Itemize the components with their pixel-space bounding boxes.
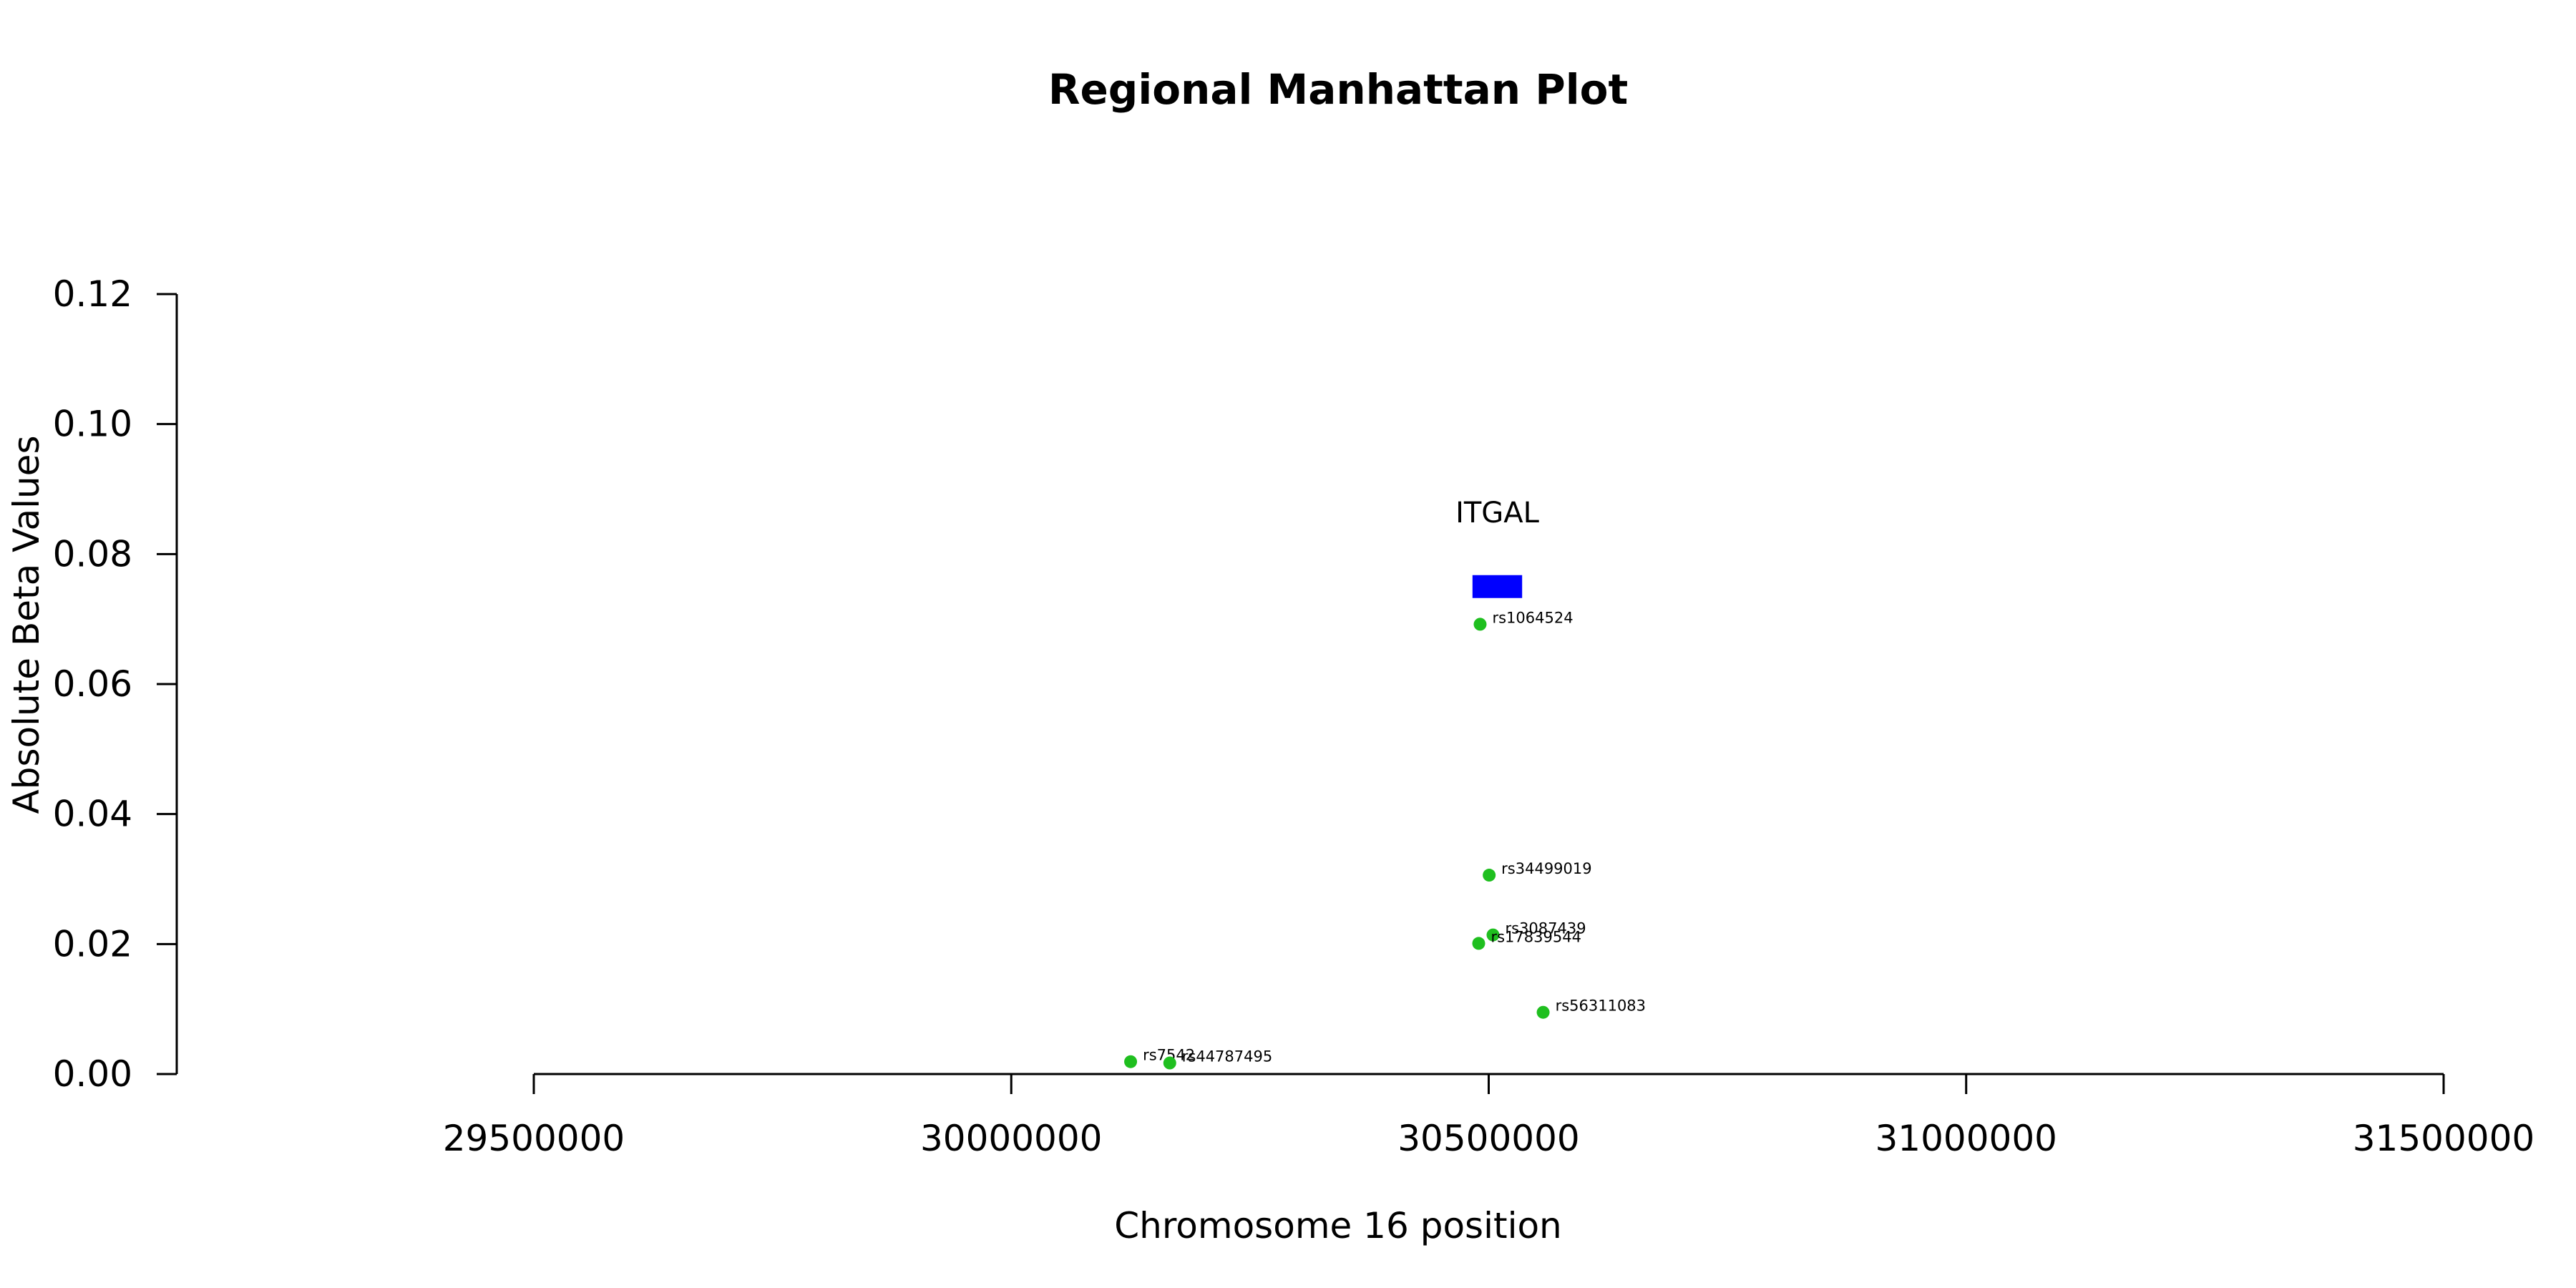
data-point bbox=[1486, 928, 1500, 942]
data-point bbox=[1536, 1005, 1550, 1019]
gene-track: ITGAL bbox=[1455, 497, 1540, 598]
x-tick-label: 30000000 bbox=[920, 1118, 1103, 1159]
data-point bbox=[1472, 937, 1485, 950]
point-label: rs34499019 bbox=[1501, 860, 1591, 877]
point-label: rs1064524 bbox=[1492, 609, 1573, 626]
x-tick-label: 30500000 bbox=[1397, 1118, 1580, 1159]
point-label: rs17839544 bbox=[1491, 928, 1581, 945]
y-tick-label: 0.12 bbox=[53, 273, 132, 315]
x-axis-label: Chromosome 16 position bbox=[1114, 1205, 1562, 1246]
y-tick-label: 0.10 bbox=[53, 404, 132, 445]
x-tick-label: 31000000 bbox=[1875, 1118, 2058, 1159]
point-label: rs56311083 bbox=[1556, 997, 1646, 1015]
y-tick-label: 0.06 bbox=[53, 663, 132, 705]
point-label: rs3087439 bbox=[1506, 920, 1586, 937]
x-axis-ticks: 29500000 30000000 30500000 31000000 31500000 bbox=[443, 1074, 2535, 1159]
data-point bbox=[1483, 869, 1496, 882]
y-axis-label: Absolute Beta Values bbox=[6, 436, 47, 814]
y-axis-ticks: 0.00 0.02 0.04 0.06 0.08 0.10 0.12 bbox=[53, 273, 177, 1095]
y-tick-label: 0.02 bbox=[53, 923, 132, 965]
data-point bbox=[1124, 1055, 1138, 1068]
gene-label: ITGAL bbox=[1455, 497, 1540, 530]
data-point bbox=[1163, 1056, 1176, 1070]
data-point bbox=[1473, 618, 1487, 631]
y-tick-label: 0.04 bbox=[53, 794, 132, 835]
chart-title: Regional Manhattan Plot bbox=[1048, 65, 1628, 114]
y-tick-label: 0.00 bbox=[53, 1053, 132, 1095]
x-tick-label: 29500000 bbox=[443, 1118, 625, 1159]
point-label: rs44787495 bbox=[1182, 1048, 1272, 1065]
x-tick-label: 31500000 bbox=[2353, 1118, 2535, 1159]
y-tick-label: 0.08 bbox=[53, 533, 132, 575]
gene-bar bbox=[1472, 575, 1523, 598]
